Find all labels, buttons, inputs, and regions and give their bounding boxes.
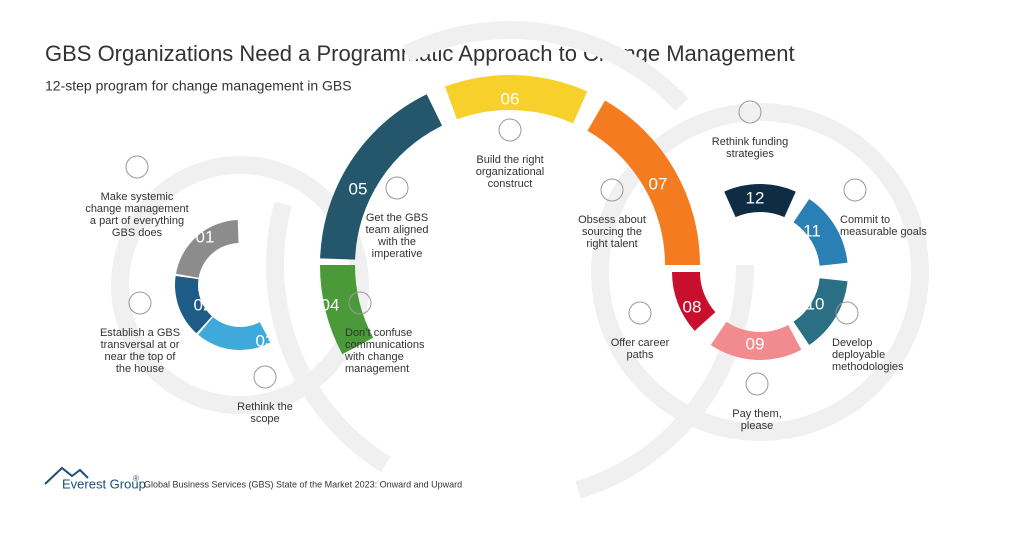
step-number: 06 — [501, 89, 520, 108]
step-description: change management — [85, 203, 188, 215]
step-description: Make systemic — [101, 191, 174, 203]
step-description: Get the GBS — [366, 212, 428, 224]
step-description: Establish a GBS — [100, 327, 180, 339]
step-description: Obsess about — [578, 214, 646, 226]
step-description: Rethink the — [237, 401, 293, 413]
step-icon — [628, 301, 652, 325]
step-number: 02 — [194, 295, 213, 314]
step-icon — [125, 155, 149, 179]
step-description: deployable — [832, 349, 885, 361]
step-icon — [128, 291, 152, 315]
step-number: 01 — [196, 227, 215, 246]
step-description: communications — [345, 339, 425, 351]
step-description: methodologies — [832, 361, 904, 373]
step-number: 11 — [803, 221, 821, 240]
background-arcs — [111, 21, 929, 509]
step-description: the house — [116, 363, 164, 375]
step-description: Pay them, — [732, 408, 782, 420]
step-segment — [793, 199, 848, 266]
step-segment — [724, 184, 796, 218]
step-description: a part of everything — [90, 215, 184, 227]
step-segment — [710, 321, 802, 360]
step-description: GBS does — [112, 227, 163, 239]
step-icon — [253, 365, 277, 389]
step-description: Build the right — [476, 154, 543, 166]
step-description: sourcing the — [582, 226, 642, 238]
step-segment — [174, 275, 212, 334]
step-description: imperative — [372, 248, 423, 260]
step-description: transversal at or — [101, 339, 180, 351]
step-segment — [793, 278, 848, 345]
step-icon — [738, 100, 762, 124]
step-description: paths — [627, 349, 654, 361]
step-description: with the — [377, 236, 416, 248]
step-description: organizational — [476, 166, 545, 178]
step-segment — [672, 272, 716, 331]
step-icon — [745, 372, 769, 396]
step-description: please — [741, 420, 773, 432]
step-description: right talent — [586, 238, 637, 250]
step-description: Offer career — [611, 337, 670, 349]
step-segment — [320, 265, 374, 355]
step-segment — [320, 94, 443, 260]
step-description: Rethink funding — [712, 136, 788, 148]
step-description: near the top of — [105, 351, 177, 363]
step-description: scope — [250, 413, 279, 425]
step-icon — [600, 178, 624, 202]
subtitle: 12-step program for change management in… — [45, 78, 352, 94]
step-icon — [385, 176, 409, 200]
logo-mark: ® — [133, 474, 139, 483]
step-segment — [445, 74, 588, 124]
step-segment — [175, 220, 239, 278]
step-description: with change — [344, 351, 404, 363]
source: Global Business Services (GBS) State of … — [144, 479, 462, 489]
step-segment — [587, 100, 700, 265]
step-description: construct — [488, 178, 533, 190]
step-number: 04 — [321, 295, 340, 314]
step-description: Develop — [832, 337, 872, 349]
step-description: strategies — [726, 148, 774, 160]
step-icon — [835, 301, 859, 325]
step-number: 03 — [256, 331, 275, 350]
step-description: management — [345, 363, 409, 375]
step-number: 09 — [746, 334, 765, 353]
step-icon — [348, 291, 372, 315]
step-number: 05 — [349, 179, 368, 198]
step-number: 08 — [683, 297, 702, 316]
step-segment — [198, 317, 271, 350]
step-number: 07 — [649, 174, 668, 193]
step-description: Don’t confuse — [345, 327, 412, 339]
logo-icon — [44, 466, 89, 485]
step-description: Commit to — [840, 214, 890, 226]
step-icon — [843, 178, 867, 202]
logo: Everest Group — [62, 476, 146, 491]
step-icon — [498, 118, 522, 142]
step-number: 10 — [806, 294, 825, 313]
step-description: team aligned — [366, 224, 429, 236]
step-description: measurable goals — [840, 226, 927, 238]
step-number: 12 — [746, 188, 765, 207]
